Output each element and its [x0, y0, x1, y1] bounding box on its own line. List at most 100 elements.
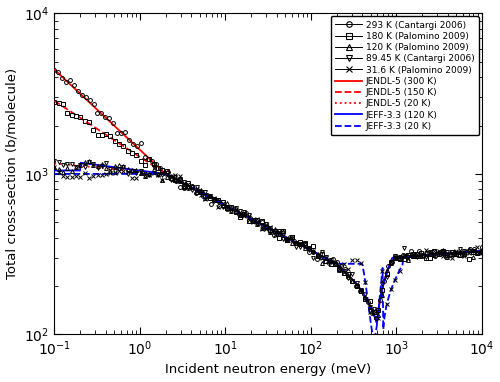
293 K (Cantargi 2006) [248, 216, 254, 221]
JENDL-5 (150 K) [374, 320, 380, 325]
Line: JENDL-5 (20 K): JENDL-5 (20 K) [54, 163, 482, 323]
31.6 K (Palomino 2009) [371, 334, 377, 339]
89.45 K (Cantargi 2006) [150, 164, 156, 169]
JEFF-3.3 (20 K) [161, 172, 167, 176]
JENDL-5 (150 K) [479, 249, 485, 253]
293 K (Cantargi 2006) [479, 245, 485, 249]
JENDL-5 (20 K) [161, 172, 167, 176]
31.6 K (Palomino 2009) [52, 164, 58, 169]
180 K (Palomino 2009) [52, 100, 58, 104]
120 K (Palomino 2009) [276, 231, 282, 236]
31.6 K (Palomino 2009) [150, 170, 156, 175]
120 K (Palomino 2009) [375, 313, 381, 318]
293 K (Cantargi 2006) [354, 284, 360, 288]
293 K (Cantargi 2006) [471, 247, 477, 251]
89.45 K (Cantargi 2006) [306, 248, 312, 252]
Legend: 293 K (Cantargi 2006), 180 K (Palomino 2009), 120 K (Palomino 2009), 89.45 K (Ca: 293 K (Cantargi 2006), 180 K (Palomino 2… [330, 16, 479, 135]
JEFF-3.3 (20 K) [337, 262, 343, 266]
31.6 K (Palomino 2009) [479, 251, 485, 256]
JEFF-3.3 (120 K) [338, 265, 344, 270]
180 K (Palomino 2009) [479, 249, 485, 254]
180 K (Palomino 2009) [134, 152, 140, 157]
JEFF-3.3 (20 K) [479, 249, 485, 253]
120 K (Palomino 2009) [138, 170, 143, 175]
JENDL-5 (300 K) [127, 138, 133, 143]
89.45 K (Cantargi 2006) [375, 310, 381, 315]
Y-axis label: Total cross-section (b/molecule): Total cross-section (b/molecule) [6, 68, 18, 280]
31.6 K (Palomino 2009) [272, 233, 278, 238]
Line: 180 K (Palomino 2009): 180 K (Palomino 2009) [52, 100, 484, 314]
120 K (Palomino 2009) [310, 248, 316, 253]
JENDL-5 (300 K) [161, 170, 167, 175]
JEFF-3.3 (120 K) [162, 172, 168, 176]
JEFF-3.3 (20 K) [52, 172, 58, 176]
JEFF-3.3 (120 K) [304, 246, 310, 251]
JENDL-5 (150 K) [52, 99, 58, 103]
180 K (Palomino 2009) [448, 250, 454, 255]
89.45 K (Cantargi 2006) [272, 228, 278, 233]
293 K (Cantargi 2006) [455, 253, 461, 257]
JENDL-5 (150 K) [337, 265, 343, 270]
120 K (Palomino 2009) [466, 246, 472, 251]
JEFF-3.3 (120 K) [52, 168, 58, 173]
JEFF-3.3 (20 K) [127, 172, 133, 176]
JEFF-3.3 (20 K) [371, 335, 377, 339]
Line: JENDL-5 (150 K): JENDL-5 (150 K) [54, 101, 482, 323]
JENDL-5 (20 K) [337, 265, 343, 270]
31.6 K (Palomino 2009) [306, 246, 312, 250]
JENDL-5 (20 K) [479, 249, 485, 253]
JENDL-5 (300 K) [303, 246, 309, 250]
JENDL-5 (300 K) [374, 320, 380, 325]
JEFF-3.3 (120 K) [78, 160, 84, 165]
89.45 K (Cantargi 2006) [52, 159, 58, 163]
JENDL-5 (150 K) [303, 246, 309, 250]
89.45 K (Cantargi 2006) [462, 249, 468, 253]
JENDL-5 (150 K) [127, 148, 133, 153]
JEFF-3.3 (20 K) [303, 246, 309, 250]
JENDL-5 (20 K) [374, 320, 380, 325]
JEFF-3.3 (120 K) [128, 167, 134, 172]
JENDL-5 (300 K) [337, 265, 343, 270]
293 K (Cantargi 2006) [52, 68, 58, 72]
120 K (Palomino 2009) [453, 251, 459, 256]
JENDL-5 (20 K) [52, 161, 58, 166]
120 K (Palomino 2009) [155, 172, 161, 176]
JEFF-3.3 (20 K) [374, 323, 380, 327]
Line: 89.45 K (Cantargi 2006): 89.45 K (Cantargi 2006) [52, 159, 484, 314]
Line: 120 K (Palomino 2009): 120 K (Palomino 2009) [52, 159, 484, 317]
JENDL-5 (300 K) [52, 67, 58, 72]
120 K (Palomino 2009) [52, 165, 58, 169]
JEFF-3.3 (120 K) [374, 316, 380, 321]
Line: 31.6 K (Palomino 2009): 31.6 K (Palomino 2009) [52, 165, 484, 338]
31.6 K (Palomino 2009) [448, 255, 454, 260]
Line: 293 K (Cantargi 2006): 293 K (Cantargi 2006) [52, 68, 484, 320]
120 K (Palomino 2009) [479, 250, 485, 254]
89.45 K (Cantargi 2006) [479, 250, 485, 254]
JENDL-5 (20 K) [373, 319, 379, 323]
JENDL-5 (150 K) [373, 319, 379, 323]
180 K (Palomino 2009) [306, 245, 312, 250]
JENDL-5 (300 K) [244, 215, 250, 219]
JEFF-3.3 (20 K) [244, 215, 250, 219]
31.6 K (Palomino 2009) [462, 253, 468, 258]
180 K (Palomino 2009) [462, 252, 468, 257]
89.45 K (Cantargi 2006) [134, 171, 140, 175]
JENDL-5 (150 K) [161, 171, 167, 175]
JENDL-5 (20 K) [127, 168, 133, 173]
89.45 K (Cantargi 2006) [448, 250, 454, 254]
180 K (Palomino 2009) [371, 309, 377, 314]
Line: JEFF-3.3 (120 K): JEFF-3.3 (120 K) [54, 163, 482, 323]
Line: JENDL-5 (300 K): JENDL-5 (300 K) [54, 70, 482, 323]
JENDL-5 (20 K) [244, 215, 250, 219]
293 K (Cantargi 2006) [259, 220, 265, 225]
180 K (Palomino 2009) [272, 229, 278, 234]
JEFF-3.3 (120 K) [246, 215, 252, 220]
X-axis label: Incident neutron energy (meV): Incident neutron energy (meV) [165, 363, 371, 376]
JENDL-5 (300 K) [373, 319, 379, 323]
180 K (Palomino 2009) [150, 161, 156, 166]
120 K (Palomino 2009) [86, 159, 92, 163]
293 K (Cantargi 2006) [177, 185, 183, 190]
JENDL-5 (20 K) [303, 246, 309, 250]
293 K (Cantargi 2006) [373, 316, 379, 320]
JEFF-3.3 (120 K) [479, 249, 485, 253]
